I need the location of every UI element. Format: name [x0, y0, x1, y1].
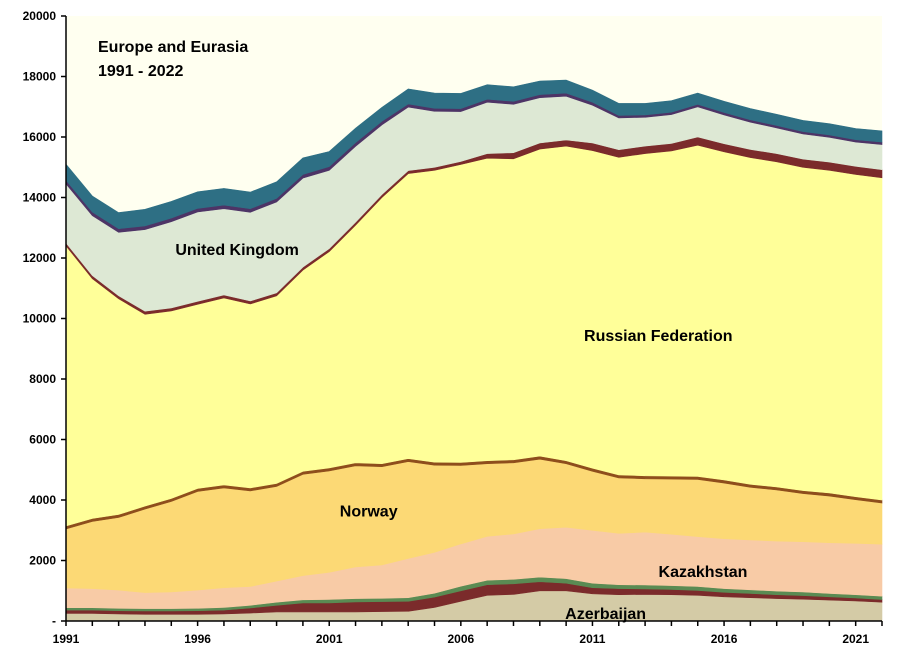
area-label-russian-federation: Russian Federation	[584, 328, 732, 345]
area-series-group	[65, 79, 883, 622]
area-label-kazakhstan: Kazakhstan	[659, 564, 748, 581]
y-tick-label: 2000	[29, 554, 56, 568]
area-label-united-kingdom: United Kingdom	[175, 242, 299, 259]
chart-title: Europe and Eurasia	[98, 39, 248, 56]
y-tick-label: -	[52, 614, 56, 628]
x-tick-label: 2011	[579, 632, 605, 646]
x-tick-label: 2021	[842, 632, 869, 646]
x-tick-label: 2001	[316, 632, 343, 646]
y-tick-label: 10000	[23, 312, 57, 326]
x-tick-label: 1996	[184, 632, 211, 646]
y-tick-label: 4000	[29, 493, 56, 507]
x-tick-label: 2006	[447, 632, 474, 646]
y-tick-label: 6000	[29, 433, 56, 447]
y-tick-label: 8000	[29, 372, 56, 386]
x-tick-label: 2016	[711, 632, 738, 646]
area-series-band-10	[65, 79, 883, 230]
chart-subtitle: 1991 - 2022	[98, 63, 184, 80]
area-label-azerbaijan: Azerbaijan	[565, 606, 646, 623]
y-tick-label: 18000	[23, 70, 57, 84]
x-tick-label: 1991	[53, 632, 80, 646]
area-label-norway: Norway	[340, 504, 398, 521]
axes: - 2000 4000 6000 8000 10000 12000 14000 16000 180…	[23, 9, 883, 646]
y-tick-label: 12000	[23, 251, 57, 265]
area-labels: United Kingdom Russian Federation Norway Ka…	[175, 242, 747, 623]
y-tick-label: 16000	[23, 130, 57, 144]
y-tick-label: 20000	[23, 9, 57, 23]
y-tick-label: 14000	[23, 191, 57, 205]
